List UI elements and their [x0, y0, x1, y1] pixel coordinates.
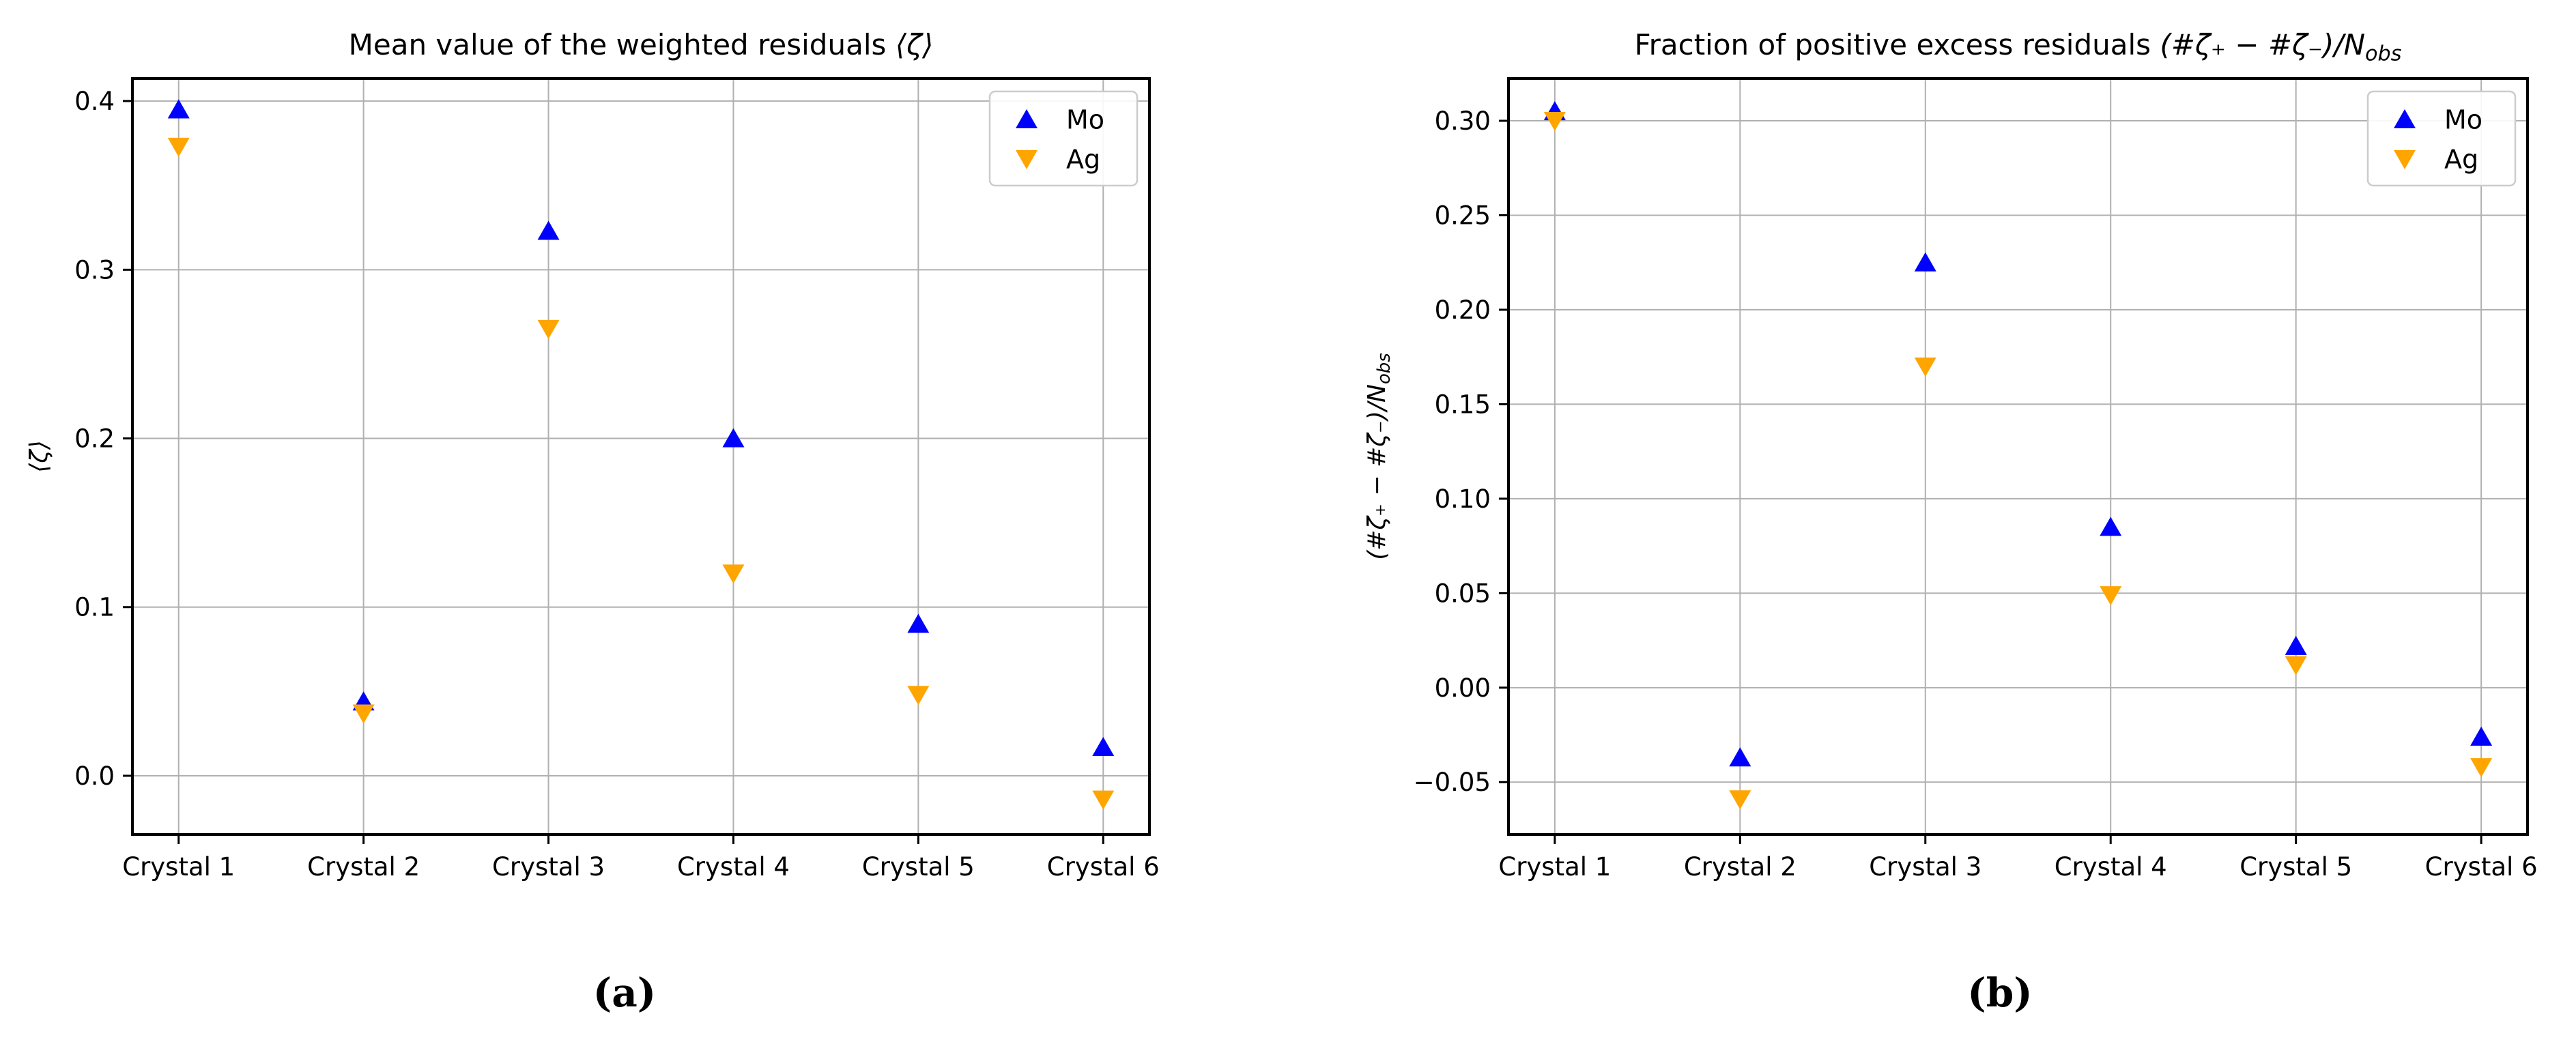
- chart-b-ylabel-math: (#ζ₊ − #ζ₋)/N: [1362, 384, 1391, 560]
- chart-b: −0.05 0.00 0.05 0.10 0.15 0.20 0.25 0.30 Crystal…: [1288, 0, 2576, 1046]
- legend-marker-ag: [2394, 150, 2416, 169]
- y-tick-label-2: 0.2: [74, 424, 115, 453]
- data-point-mo-1: [167, 99, 190, 119]
- y-tick-label-3: 0.3: [74, 255, 115, 285]
- data-point-ag-4: [722, 564, 745, 584]
- x-tick-label-2: Crystal 3: [492, 852, 605, 882]
- x-tick-label-1: Crystal 2: [307, 852, 420, 882]
- y-tick-label-6: 0.25: [1435, 201, 1491, 230]
- y-tick-label-2: 0.05: [1435, 579, 1491, 608]
- chart-b-ylabel-sub: obs: [1374, 353, 1395, 385]
- legend-marker-ag: [1016, 150, 1037, 169]
- y-tick-label-1: 0.00: [1435, 673, 1491, 703]
- y-tick-label-0: 0.0: [74, 761, 115, 791]
- y-tick-label-3: 0.10: [1435, 484, 1491, 514]
- data-point-mo-3: [1914, 252, 1936, 272]
- x-tick-label-5: Crystal 6: [1047, 852, 1160, 882]
- chart-b-title-math: (#ζ₊ − #ζ₋)/N: [2160, 28, 2366, 61]
- chart-a-title-prefix: Mean value of the weighted residuals: [348, 28, 896, 61]
- chart-a-title: Mean value of the weighted residuals ⟨ζ⟩: [132, 26, 1149, 73]
- data-point-mo-5: [2285, 635, 2307, 655]
- x-tick-label-0: Crystal 1: [122, 852, 235, 882]
- y-tick-label-7: 0.30: [1435, 106, 1491, 136]
- legend-box: [2366, 90, 2517, 187]
- legend-label-mo: Mo: [1066, 104, 1104, 134]
- data-point-ag-2: [1729, 790, 1751, 810]
- chart-a-canvas: 0.0 0.1 0.2 0.3 0.4 Crystal 1 Crystal 2 Crystal…: [74, 77, 1160, 882]
- x-tick-label-3: Crystal 4: [2055, 852, 2167, 882]
- data-point-ag-6: [1092, 790, 1115, 810]
- y-tick-label-4: 0.15: [1435, 390, 1491, 419]
- data-point-mo-2: [1729, 747, 1751, 767]
- caption-b: (b): [1967, 970, 2033, 1016]
- data-point-mo-4: [2100, 517, 2122, 536]
- data-point-mo-3: [537, 220, 560, 240]
- chart-b-ylabel: (#ζ₊ − #ζ₋)/Nobs: [1363, 353, 1394, 560]
- x-tick-label-0: Crystal 1: [1498, 852, 1611, 882]
- chart-b-title: Fraction of positive excess residuals (#…: [1508, 26, 2528, 73]
- legend-label-mo: Mo: [2444, 104, 2482, 134]
- chart-a-ylabel: ⟨ζ⟩: [25, 440, 57, 473]
- x-tick-label-3: Crystal 4: [677, 852, 790, 882]
- legend-marker-mo: [2394, 109, 2416, 128]
- plot-frame: [131, 77, 1151, 836]
- x-tick-label-4: Crystal 5: [2239, 852, 2352, 882]
- x-tick-label-4: Crystal 5: [862, 852, 975, 882]
- data-point-ag-4: [2100, 586, 2122, 606]
- x-tick-label-5: Crystal 6: [2425, 852, 2538, 882]
- y-tick-label-4: 0.4: [74, 87, 115, 116]
- x-tick-label-2: Crystal 3: [1869, 852, 1981, 882]
- chart-b-title-prefix: Fraction of positive excess residuals: [1634, 28, 2160, 61]
- plot-frame: [1507, 77, 2529, 836]
- data-point-mo-4: [722, 428, 745, 448]
- legend-label-ag: Ag: [1066, 144, 1100, 174]
- data-point-ag-3: [537, 319, 560, 339]
- y-tick-label-1: 0.1: [74, 593, 115, 622]
- data-point-ag-6: [2470, 758, 2493, 778]
- data-point-mo-6: [2470, 726, 2493, 746]
- legend-label-ag: Ag: [2444, 144, 2478, 174]
- data-point-mo-5: [907, 613, 930, 633]
- data-point-ag-1: [1543, 112, 1566, 132]
- data-point-mo-6: [1092, 736, 1115, 756]
- y-tick-label-5: 0.20: [1435, 295, 1491, 325]
- data-point-ag-5: [907, 686, 930, 706]
- chart-a: 0.0 0.1 0.2 0.3 0.4 Crystal 1 Crystal 2 Crystal…: [25, 26, 1160, 1016]
- chart-a-ylabel-math: ⟨ζ⟩: [25, 440, 53, 473]
- caption-a: (a): [592, 970, 657, 1016]
- chart-a-title-math: ⟨ζ⟩: [895, 28, 934, 61]
- data-point-ag-5: [2285, 656, 2307, 675]
- x-tick-label-1: Crystal 2: [1684, 852, 1797, 882]
- legend-box: [988, 90, 1139, 187]
- data-point-ag-1: [167, 137, 190, 157]
- data-point-ag-2: [352, 704, 375, 724]
- chart-b-canvas: −0.05 0.00 0.05 0.10 0.15 0.20 0.25 0.30 Crystal…: [1414, 77, 2538, 882]
- data-point-ag-3: [1914, 358, 1936, 377]
- chart-b-title-sub: obs: [2365, 42, 2402, 66]
- legend-marker-mo: [1016, 109, 1037, 128]
- y-tick-label-0: −0.05: [1414, 768, 1491, 797]
